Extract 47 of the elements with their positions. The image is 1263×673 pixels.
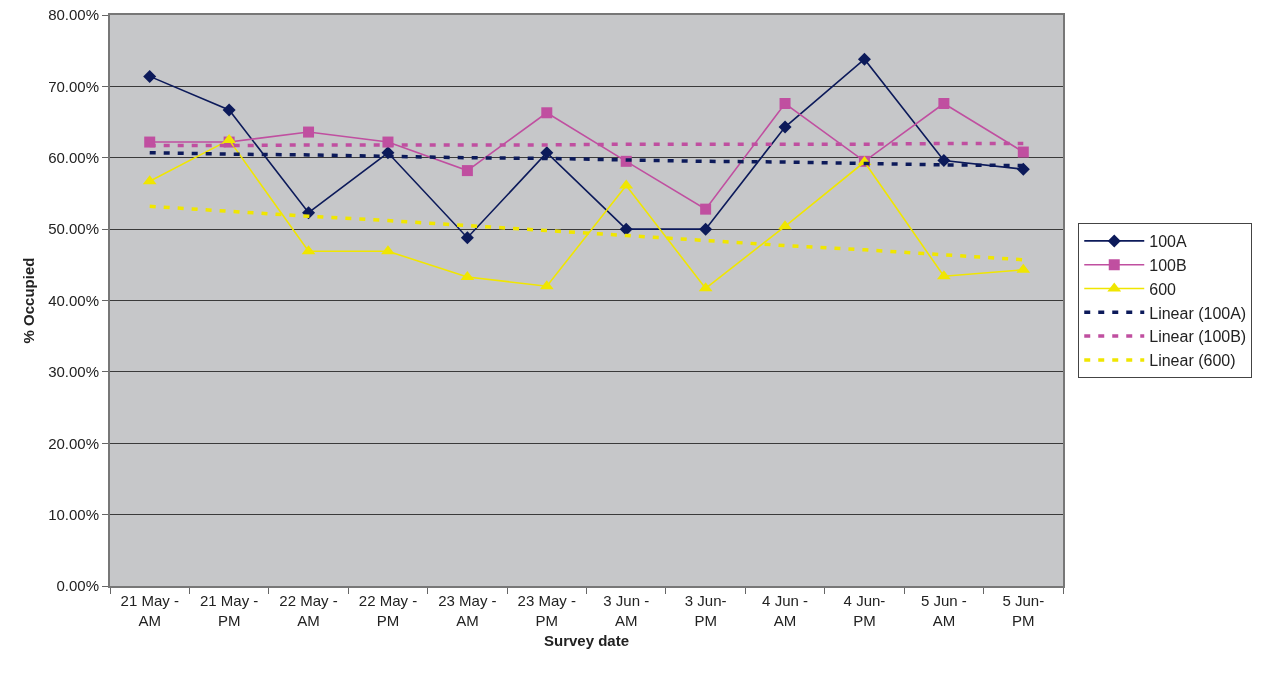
legend-label: 100A (1149, 233, 1187, 251)
point (303, 126, 315, 138)
legend-label: 600 (1149, 280, 1177, 298)
point (381, 245, 395, 255)
y-tick-label: 60.00% (48, 149, 99, 166)
y-tick-label: 80.00% (48, 6, 99, 24)
point (541, 107, 553, 119)
point (540, 146, 554, 160)
y-tick-label: 30.00% (48, 363, 99, 381)
point (857, 52, 871, 66)
point (460, 231, 474, 245)
point (937, 154, 951, 168)
legend-label: 100B (1149, 256, 1187, 274)
y-tick-label: 50.00% (48, 220, 99, 238)
x-tick-label: 4 Jun- PM (843, 592, 886, 629)
y-tick-label: 70.00% (48, 77, 99, 95)
legend-label: Linear (100A) (1149, 304, 1247, 322)
point (1017, 146, 1029, 158)
x-tick-label: 3 Jun- PM (684, 592, 727, 629)
legend-label: Linear (100B) (1149, 328, 1247, 346)
point (619, 222, 633, 236)
legend-label: Linear (600) (1149, 352, 1236, 370)
x-tick-label: 23 May - AM (438, 592, 497, 629)
point (222, 103, 236, 117)
y-tick-label: 0.00% (56, 577, 99, 595)
x-tick-label: 5 Jun - AM (920, 592, 967, 629)
x-axis-title: Survey date (543, 632, 630, 649)
x-tick-label: 21 May - PM (199, 592, 259, 629)
x-tick-label: 4 Jun - AM (762, 592, 808, 629)
point (778, 120, 792, 134)
point (699, 222, 713, 236)
x-tick-label: 5 Jun- PM (1002, 592, 1045, 629)
x-tick-label: 22 May - AM (279, 592, 338, 629)
x-tick-label: 21 May - AM (120, 592, 179, 629)
y-axis-title: % Occupied (19, 257, 37, 344)
y-tick-label: 20.00% (48, 434, 99, 452)
point (938, 98, 950, 110)
point (779, 98, 791, 110)
y-tick-label: 10.00% (48, 505, 99, 523)
x-tick-label: 23 May - PM (517, 592, 576, 629)
x-tick-label: 22 May - PM (358, 592, 418, 629)
point (461, 165, 473, 177)
x-tick-label: 3 Jun - AM (603, 592, 650, 629)
y-tick-label: 40.00% (48, 291, 99, 309)
point (700, 203, 712, 215)
point (778, 220, 792, 230)
point (143, 69, 157, 83)
